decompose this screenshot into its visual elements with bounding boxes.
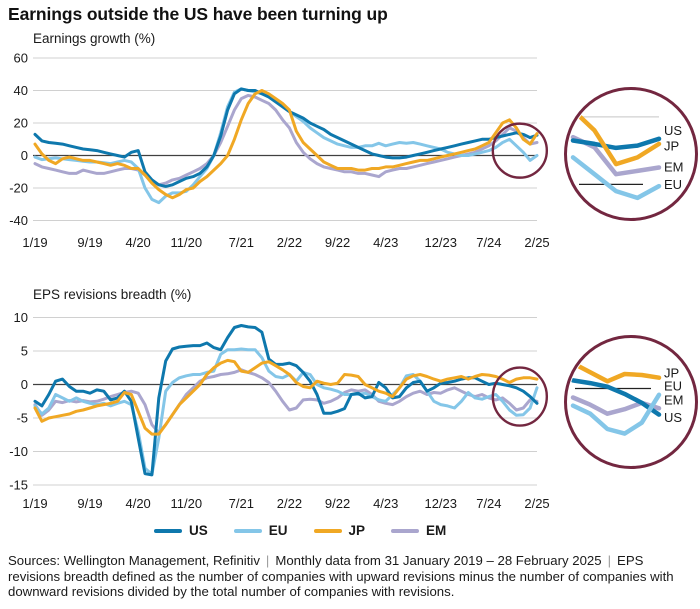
x-tick-label: 2/22: [277, 496, 302, 511]
x-tick-label: 4/20: [125, 235, 150, 250]
x-tick-label: 12/23: [424, 496, 457, 511]
footer-segment: Monthly data from 31 January 2019 – 28 F…: [275, 553, 602, 568]
inset-label-em: EM: [664, 159, 684, 174]
figure-title: Earnings outside the US have been turnin…: [8, 4, 388, 24]
inset-label-us: US: [664, 410, 682, 425]
footer-separator: |: [607, 553, 612, 568]
y-tick-label: -5: [16, 411, 28, 426]
x-tick-label: 9/22: [325, 496, 350, 511]
legend-label-eu: EU: [268, 523, 288, 538]
x-tick-label: 7/21: [229, 496, 254, 511]
highlight-circle: [491, 366, 549, 427]
footer-separator: |: [265, 553, 270, 568]
inset-label-eu: EU: [664, 177, 682, 192]
inset-series-line-eu: [570, 155, 662, 201]
x-tick-label: 9/19: [77, 235, 102, 250]
x-tick-label: 11/20: [171, 235, 203, 250]
inset-series-line-jp: [570, 360, 662, 384]
series-line-us: [33, 87, 539, 188]
inset-series-line-us: [570, 378, 662, 417]
series-line-jp: [33, 358, 539, 436]
inset-series-line-eu: [570, 392, 662, 436]
inset-label-us: US: [664, 123, 682, 138]
chart-title-earnings-growth: Earnings growth (%): [33, 31, 156, 46]
x-tick-label: 2/25: [524, 496, 549, 511]
series-line-eu: [33, 347, 539, 476]
footer-segment: EPS revisions breadth defined as the num…: [8, 553, 674, 600]
inset-label-eu: EU: [664, 378, 682, 393]
series-line-em: [33, 93, 539, 187]
legend-label-jp: JP: [348, 523, 366, 538]
legend-swatch-jp: [313, 528, 342, 533]
y-tick-label: 20: [14, 116, 28, 131]
x-tick-label: 2/22: [277, 235, 302, 250]
series-line-em: [33, 368, 539, 435]
legend-swatch-em: [391, 528, 420, 533]
legend-item-eu: EU: [233, 523, 288, 538]
eps-revisions-chart: 10 5 0 -5 -10 -15 1/19 9/19 4/20 11/20 7/21 2/22 9/2…: [9, 310, 549, 511]
chart-title-eps-revisions: EPS revisions breadth (%): [33, 287, 192, 302]
y-tick-label: 5: [21, 344, 28, 359]
inset-series-line-us: [570, 136, 662, 151]
footer-segment: Sources: Wellington Management, Refiniti…: [8, 553, 260, 568]
x-tick-label: 1/19: [22, 496, 47, 511]
inset-label-jp: JP: [664, 138, 679, 153]
inset-lines-group: [570, 360, 662, 436]
x-tick-label: 11/20: [171, 496, 203, 511]
chart-legend: US EU JP EM: [154, 523, 446, 538]
x-tick-label: 7/24: [476, 496, 501, 511]
x-tick-label: 12/23: [424, 235, 457, 250]
legend-item-em: EM: [391, 523, 446, 538]
x-tick-label: 9/19: [77, 496, 102, 511]
x-tick-label: 7/24: [476, 235, 501, 250]
inset-ring: [564, 335, 698, 469]
series-line-us: [33, 324, 539, 477]
x-tick-label: 9/22: [325, 235, 350, 250]
series-line-jp: [33, 89, 539, 200]
x-tick-label: 4/20: [125, 496, 150, 511]
legend-swatch-us: [154, 528, 182, 533]
y-tick-label: -40: [9, 213, 28, 228]
legend-item-us: US: [154, 523, 208, 538]
inset-ring: [564, 87, 698, 221]
y-tick-label: 0: [21, 377, 28, 392]
x-tick-label: 7/21: [229, 235, 254, 250]
y-tick-label: 10: [14, 310, 28, 325]
legend-label-em: EM: [426, 523, 447, 538]
y-tick-label: 40: [14, 83, 28, 98]
inset-series-line-jp: [570, 107, 662, 167]
legend-swatch-eu: [233, 528, 262, 533]
x-tick-label: 1/19: [22, 235, 47, 250]
x-tick-label: 4/23: [373, 496, 398, 511]
earnings-growth-chart: 60 40 20 0 -20 -40 1/19 9/19 4/20 11/20 7/21 2/22 9/…: [9, 51, 549, 251]
y-tick-label: -15: [9, 478, 28, 493]
y-tick-label: -10: [9, 444, 28, 459]
highlight-circle: [491, 122, 549, 179]
y-tick-label: 60: [14, 51, 28, 66]
y-tick-label: -20: [9, 181, 28, 196]
x-tick-label: 4/23: [373, 235, 398, 250]
inset-lines-group: [570, 107, 662, 201]
y-tick-label: 0: [21, 148, 28, 163]
inset-label-em: EM: [664, 393, 684, 408]
source-note: Sources: Wellington Management, Refiniti…: [8, 553, 696, 600]
x-tick-label: 2/25: [524, 235, 549, 250]
legend-label-us: US: [189, 523, 208, 538]
inset-label-jp: JP: [664, 366, 679, 381]
legend-item-jp: JP: [313, 523, 366, 538]
